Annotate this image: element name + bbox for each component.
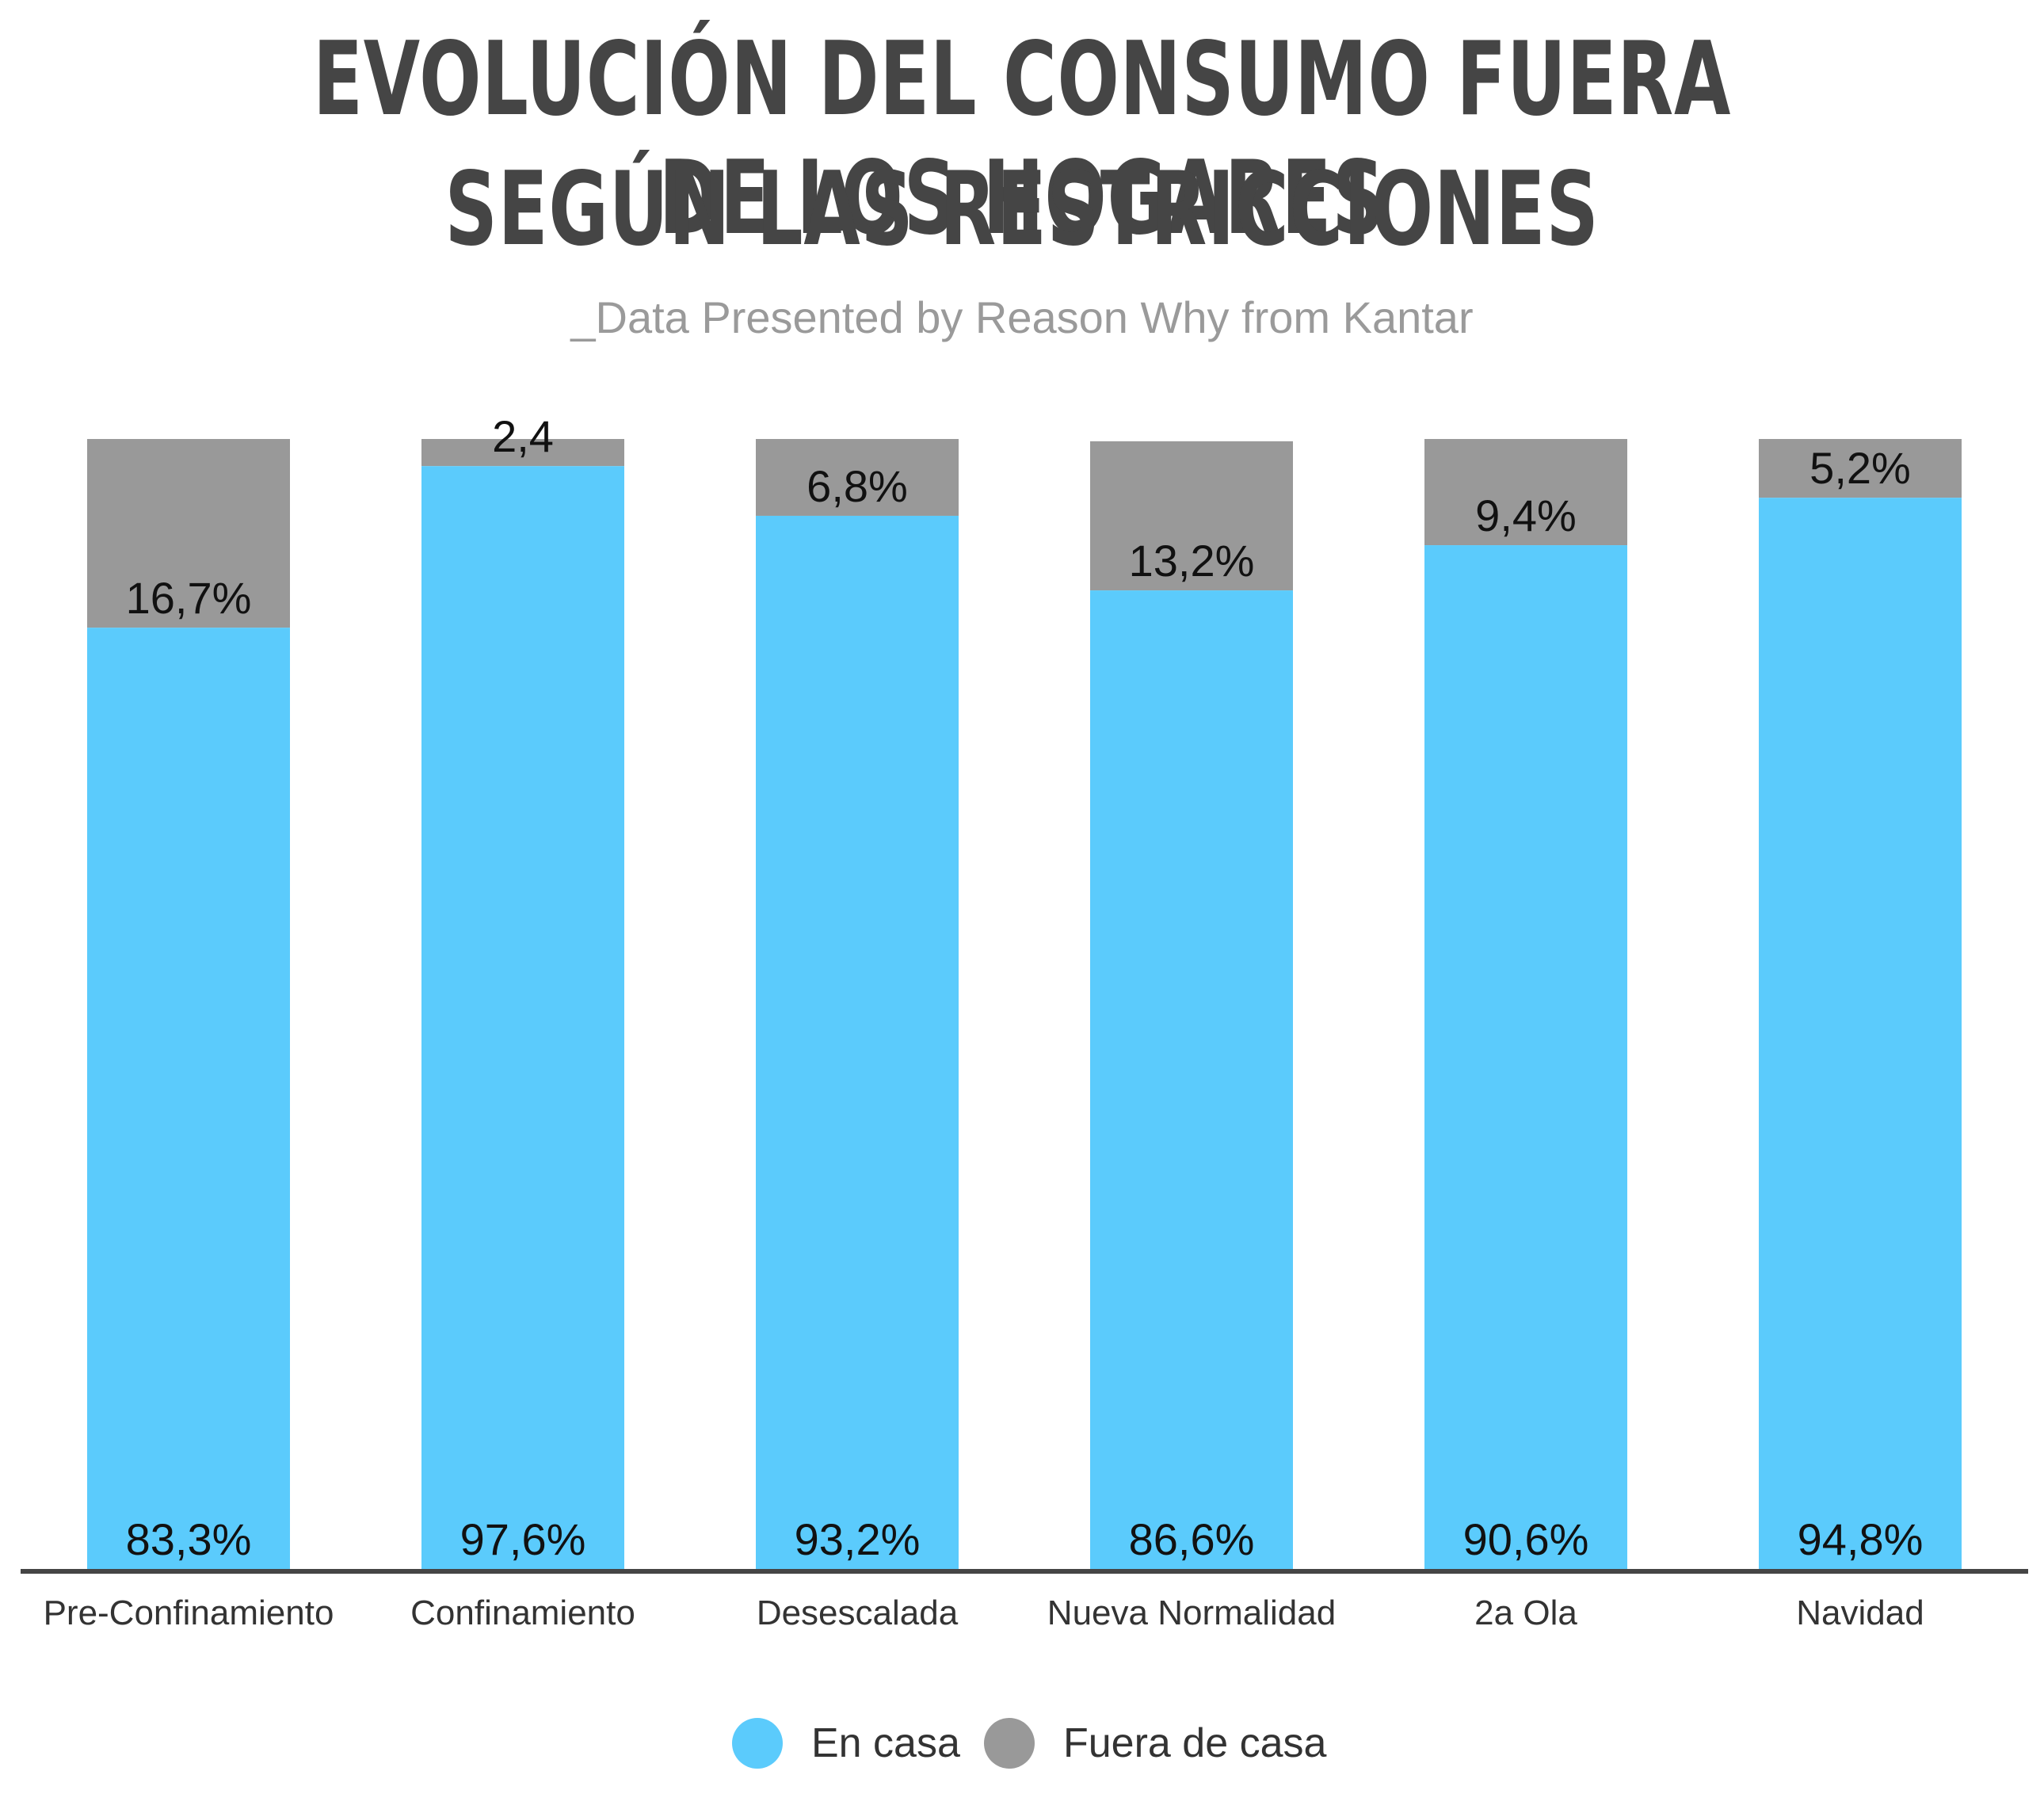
legend-label-fuera-de-casa: Fuera de casa: [1063, 1720, 1327, 1766]
bar-en-casa: [756, 515, 959, 1569]
data-label-en-casa: 90,6%: [1463, 1514, 1589, 1564]
data-label-fuera-de-casa: 2,4: [492, 411, 554, 461]
chart-title-line-1: EVOLUCIÓN DEL CONSUMO FUERA DE LOS HOGAR…: [313, 21, 1731, 258]
bar-en-casa: [1090, 590, 1293, 1569]
data-label-fuera-de-casa: 5,2%: [1809, 443, 1911, 493]
legend-swatch-fuera-de-casa: [984, 1718, 1035, 1769]
bar-en-casa: [1424, 545, 1627, 1570]
category-label: Nueva Normalidad: [1047, 1594, 1336, 1632]
data-label-fuera-de-casa: 9,4%: [1475, 490, 1577, 540]
legend-item-en-casa: En casa: [732, 1712, 960, 1775]
bar-fuera-de-casa: [1424, 439, 1627, 546]
category-label: 2a Ola: [1474, 1594, 1577, 1632]
data-label-en-casa: 86,6%: [1129, 1514, 1255, 1564]
data-label-fuera-de-casa: 16,7%: [126, 573, 252, 623]
bar-en-casa: [1759, 498, 1962, 1569]
chart-legend: En casa Fuera de casa: [0, 1712, 2044, 1775]
stacked-bar-chart: 83,3% 16,7% Pre-Confinamiento 97,6% 2,4 Confi…: [21, 411, 2028, 1632]
legend-swatch-en-casa: [732, 1718, 783, 1769]
bar-en-casa: [421, 466, 624, 1569]
chart-title-line-2: SEGÚN LAS RESTRICCIONES: [444, 151, 1600, 269]
data-label-fuera-de-casa: 6,8%: [807, 461, 908, 511]
category-label: Confinamiento: [410, 1594, 635, 1632]
bar-fuera-de-casa: [87, 439, 290, 628]
data-label-en-casa: 97,6%: [460, 1514, 586, 1564]
bar-fuera-de-casa: [1090, 441, 1293, 591]
category-label: Navidad: [1796, 1594, 1924, 1632]
data-label-en-casa: 93,2%: [795, 1514, 921, 1564]
chart-subtitle: _Data Presented by Reason Why from Kanta…: [570, 292, 1474, 342]
category-label: Pre-Confinamiento: [44, 1594, 334, 1632]
data-label-en-casa: 83,3%: [126, 1514, 252, 1564]
bar-fuera-de-casa: [756, 439, 959, 516]
legend-item-fuera-de-casa: Fuera de casa: [984, 1712, 1326, 1775]
bar-fuera-de-casa: [421, 439, 624, 467]
legend-label-en-casa: En casa: [811, 1720, 960, 1766]
bar-fuera-de-casa: [1759, 439, 1962, 498]
data-label-en-casa: 94,8%: [1798, 1514, 1924, 1564]
bar-en-casa: [87, 628, 290, 1569]
category-label: Desescalada: [757, 1594, 959, 1632]
data-label-fuera-de-casa: 13,2%: [1129, 536, 1255, 586]
